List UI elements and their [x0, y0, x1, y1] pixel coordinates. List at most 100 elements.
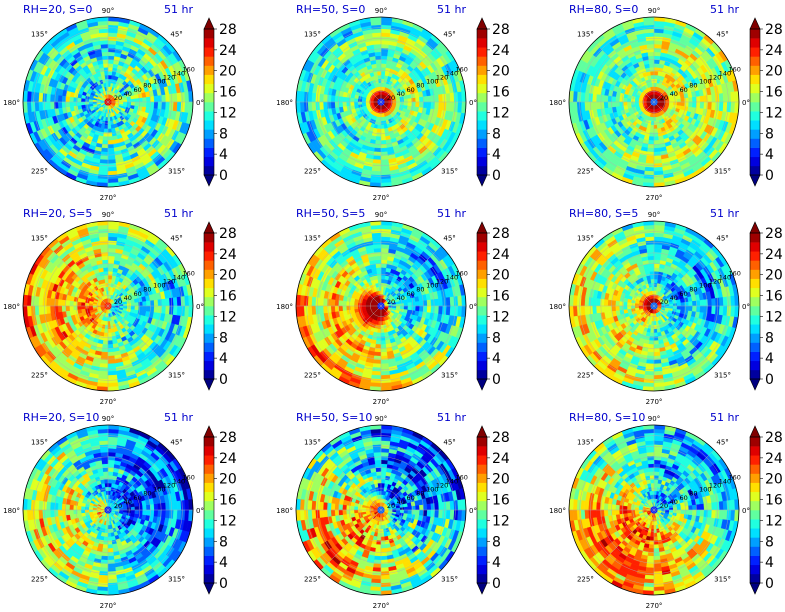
angle-tick-label: 135°: [577, 30, 594, 38]
contour-cell: [603, 95, 609, 103]
contour-cell: [373, 151, 382, 157]
contour-cell: [107, 255, 115, 261]
contour-cell: [699, 95, 705, 103]
colorbar-segment: [204, 269, 214, 279]
contour-cell: [692, 101, 697, 108]
colorbar-tick-label: 8: [492, 126, 501, 142]
contour-cell: [65, 305, 70, 312]
angle-tick-label: 45°: [170, 234, 182, 242]
contour-cell: [99, 159, 109, 165]
radial-tick-label: 40: [670, 90, 678, 98]
contour-cell: [380, 340, 387, 345]
panel-3: 2040608010012014016090°45°0°315°270°225°…: [549, 3, 783, 202]
contour-cell: [653, 70, 659, 76]
contour-cell: [73, 97, 78, 103]
colorbar-tick-label: 0: [219, 168, 228, 184]
contour-cell: [653, 155, 662, 161]
contour-cell: [649, 132, 655, 137]
contour-cell: [49, 298, 55, 307]
contour-cell: [326, 94, 332, 103]
contour-cell: [649, 67, 655, 72]
contour-cell: [669, 101, 674, 105]
contour-cell: [645, 39, 655, 45]
contour-cell: [419, 101, 424, 108]
colorbar-extend-max: [749, 17, 761, 30]
contour-cell: [61, 95, 67, 103]
colorbar-segment: [204, 165, 214, 176]
colorbar-segment: [750, 138, 760, 148]
contour-cell: [380, 159, 390, 165]
contour-cell: [653, 143, 661, 149]
contour-cell: [107, 70, 113, 76]
contour-cell: [647, 143, 655, 149]
contour-cell: [104, 328, 109, 334]
contour-cell: [107, 143, 115, 149]
contour-cell: [99, 243, 109, 249]
colorbar-segment: [204, 251, 214, 261]
contour-cell: [380, 143, 388, 149]
colorbar-tick-label: 0: [492, 168, 501, 184]
contour-cell: [149, 305, 155, 313]
colorbar-extend-max: [203, 221, 215, 234]
contour-cell: [699, 101, 705, 109]
angle-tick-label: 45°: [170, 30, 182, 38]
contour-cell: [76, 97, 82, 103]
colorbar-tick-label: 20: [219, 64, 237, 80]
contour-cell: [648, 63, 655, 68]
contour-cell: [161, 298, 167, 307]
contour-cell: [653, 82, 657, 87]
contour-cell: [411, 301, 416, 307]
contour-cell: [595, 101, 601, 110]
contour-cell: [100, 359, 109, 365]
radial-tick-label: 160: [183, 269, 195, 277]
contour-cell: [688, 101, 693, 108]
contour-cell: [380, 43, 389, 49]
contour-cell: [626, 98, 632, 103]
contour-cell: [146, 305, 151, 312]
colorbar-segment: [204, 233, 214, 243]
colorbar-segment: [204, 278, 214, 289]
contour-cell: [107, 151, 116, 157]
contour-cell: [380, 63, 387, 68]
contour-cell: [107, 278, 112, 284]
panel-title: RH=20, S=0: [23, 3, 92, 16]
contour-cell: [99, 363, 109, 369]
contour-cell: [69, 300, 74, 307]
contour-cell: [161, 305, 167, 314]
contour-cell: [375, 140, 382, 145]
contour-cell: [322, 94, 328, 103]
contour-cell: [375, 59, 382, 64]
colorbar-segment: [750, 56, 760, 66]
contour-cell: [377, 124, 382, 130]
contour-cell: [146, 300, 151, 307]
radial-tick-label: 80: [689, 82, 697, 90]
contour-cell: [411, 97, 416, 103]
contour-cell: [107, 82, 111, 87]
contour-cell: [665, 101, 670, 105]
contour-cell: [107, 351, 115, 357]
angle-tick-label: 135°: [304, 30, 321, 38]
contour-cell: [695, 101, 701, 109]
colorbar-segment: [204, 138, 214, 148]
contour-cell: [426, 95, 432, 103]
contour-cell: [375, 136, 382, 141]
contour-cell: [415, 101, 420, 108]
contour-cell: [107, 86, 111, 91]
contour-cell: [149, 101, 155, 109]
contour-cell: [603, 101, 609, 109]
colorbar-extend-min: [203, 378, 215, 391]
contour-cell: [100, 151, 109, 157]
panel-5: 2040608010012014016090°45°0°315°270°225°…: [276, 207, 510, 406]
contour-cell: [361, 99, 366, 103]
contour-cell: [92, 303, 97, 307]
contour-cell: [165, 297, 171, 307]
contour-cell: [103, 332, 109, 338]
contour-cell: [107, 344, 114, 349]
angle-tick-label: 90°: [102, 7, 114, 15]
contour-cell: [142, 300, 147, 307]
contour-cell: [653, 47, 662, 53]
contour-cell: [378, 321, 382, 326]
colorbar-extend-max: [476, 17, 488, 30]
